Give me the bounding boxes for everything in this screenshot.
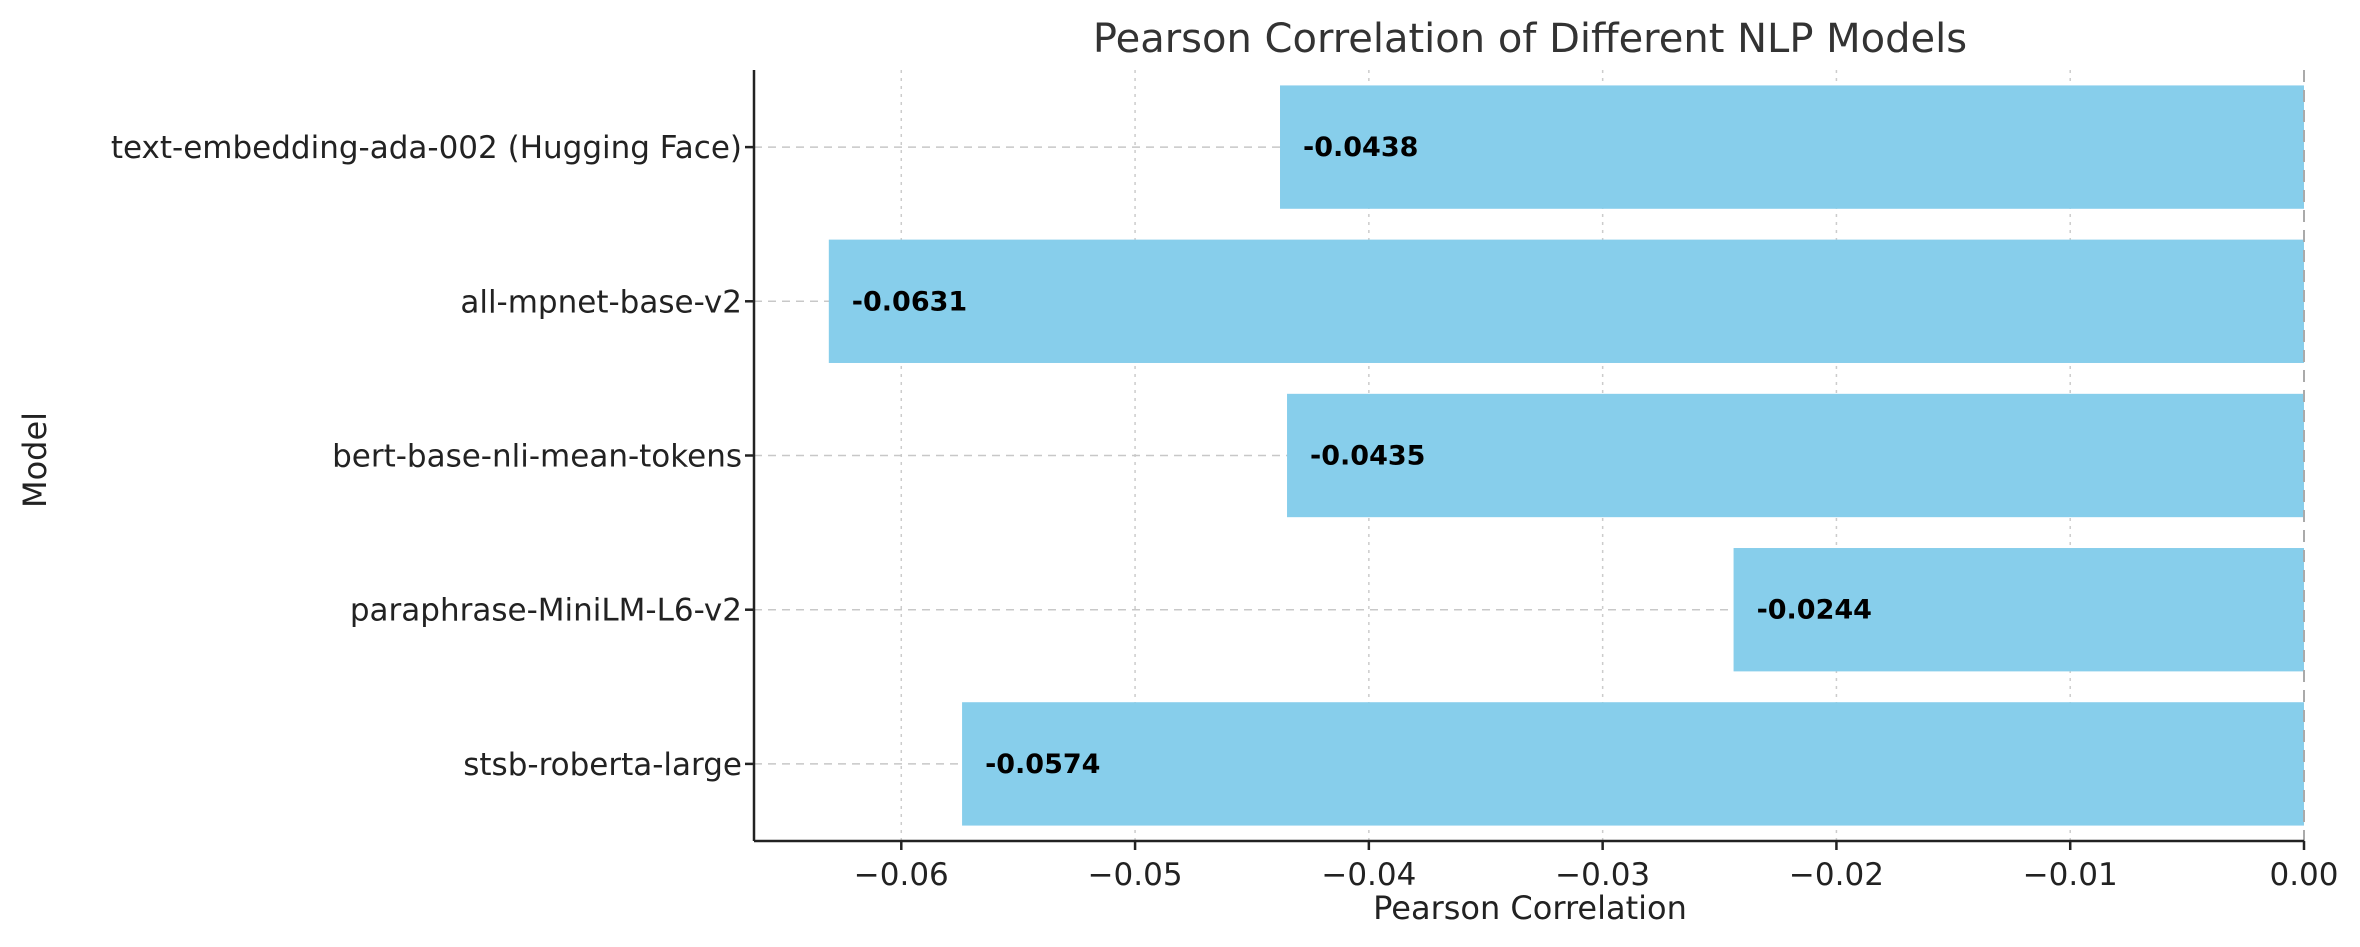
x-tick-label: −0.01 <box>2023 857 2118 893</box>
y-tick-label: bert-base-nli-mean-tokens <box>332 439 742 475</box>
x-tick-label: −0.02 <box>1789 857 1884 893</box>
chart-title: Pearson Correlation of Different NLP Mod… <box>1093 16 1967 62</box>
y-axis-title: Model <box>16 412 54 508</box>
bar <box>828 239 2304 363</box>
bar-value-label: -0.0574 <box>985 749 1100 780</box>
y-ticks: text-embedding-ada-002 (Hugging Face) all… <box>111 130 754 783</box>
x-tick-label: −0.03 <box>1555 857 1650 893</box>
x-tick-label: −0.06 <box>854 857 949 893</box>
bar-value-label: -0.0244 <box>1757 595 1872 626</box>
bar <box>1287 393 2304 518</box>
bar <box>1733 548 2304 672</box>
bars-layer: -0.0438 -0.0631 -0.0435 -0.0244 -0.0574 <box>828 70 2305 841</box>
x-tick-label: −0.04 <box>1321 857 1416 893</box>
x-tick-label: −0.05 <box>1088 857 1183 893</box>
bar-value-label: -0.0631 <box>852 286 967 317</box>
x-axis-title: Pearson Correlation <box>1373 889 1687 927</box>
y-tick-label: all-mpnet-base-v2 <box>460 284 742 320</box>
x-ticks: −0.06 −0.05 −0.04 −0.03 −0.02 −0.01 0.00 <box>854 841 2339 893</box>
bar <box>1280 85 2304 209</box>
x-tick-label: 0.00 <box>2269 857 2338 893</box>
y-tick-label: text-embedding-ada-002 (Hugging Face) <box>111 130 742 166</box>
bar-value-label: -0.0435 <box>1310 441 1425 472</box>
bar <box>962 702 2305 826</box>
bar-value-label: -0.0438 <box>1303 132 1418 163</box>
y-tick-label: paraphrase-MiniLM-L6-v2 <box>350 593 742 629</box>
y-tick-label: stsb-roberta-large <box>463 747 742 783</box>
